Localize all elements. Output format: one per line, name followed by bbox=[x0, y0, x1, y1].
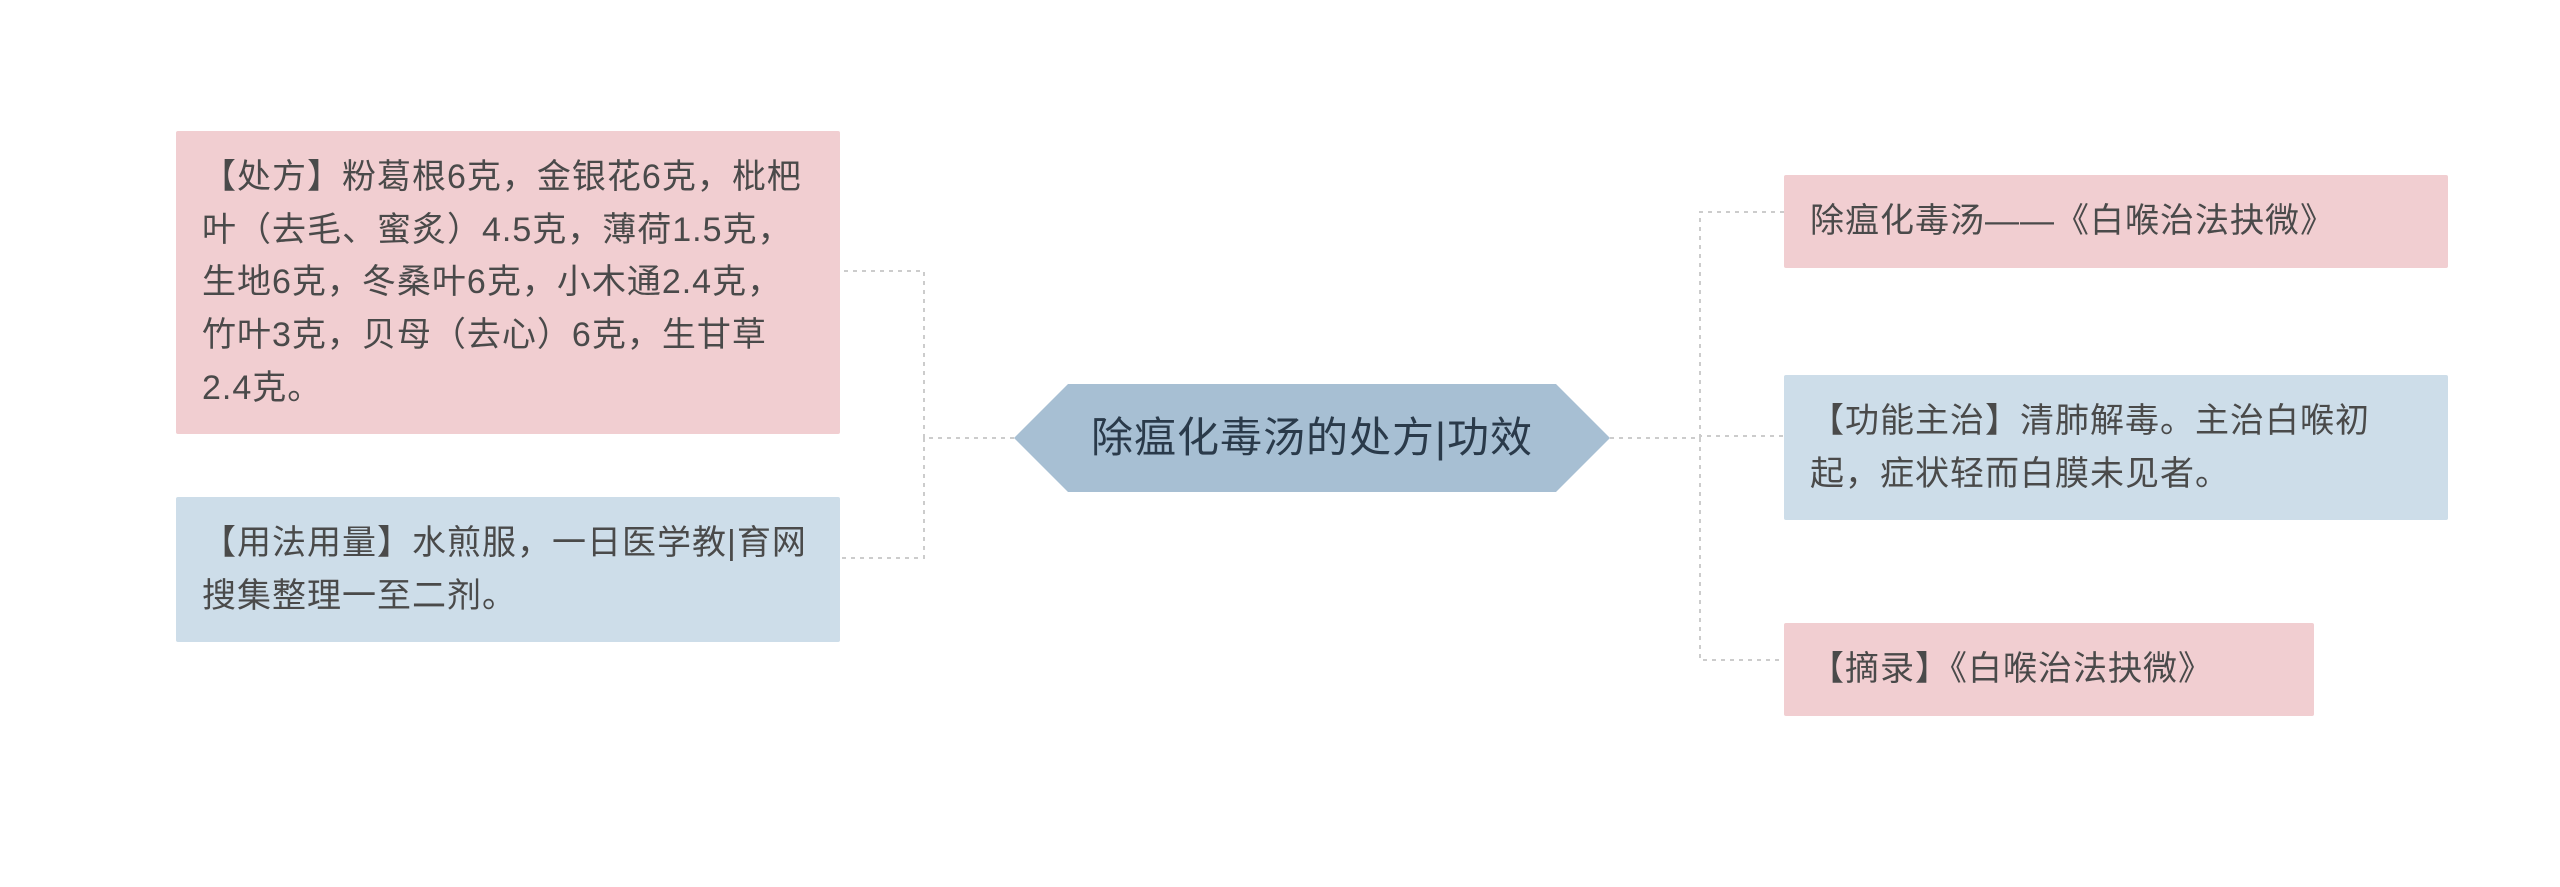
left-node-prescription-text: 【处方】粉葛根6克，金银花6克，枇杷叶（去毛、蜜炙）4.5克，薄荷1.5克，生地… bbox=[202, 158, 802, 407]
center-node: 除瘟化毒汤的处方|功效 bbox=[1014, 384, 1610, 492]
right-node-excerpt: 【摘录】《白喉治法抉微》 bbox=[1784, 623, 2314, 716]
left-node-usage: 【用法用量】水煎服，一日医学教|育网搜集整理一至二剂。 bbox=[176, 497, 840, 642]
right-node-excerpt-text: 【摘录】《白喉治法抉微》 bbox=[1810, 650, 2213, 688]
center-text: 除瘟化毒汤的处方|功效 bbox=[1091, 405, 1533, 470]
right-node-function: 【功能主治】清肺解毒。主治白喉初起，症状轻而白膜未见者。 bbox=[1784, 375, 2448, 520]
right-node-source: 除瘟化毒汤——《白喉治法抉微》 bbox=[1784, 175, 2448, 268]
left-node-usage-text: 【用法用量】水煎服，一日医学教|育网搜集整理一至二剂。 bbox=[202, 524, 807, 615]
right-node-source-text: 除瘟化毒汤——《白喉治法抉微》 bbox=[1810, 202, 2335, 240]
left-node-prescription: 【处方】粉葛根6克，金银花6克，枇杷叶（去毛、蜜炙）4.5克，薄荷1.5克，生地… bbox=[176, 131, 840, 434]
right-node-function-text: 【功能主治】清肺解毒。主治白喉初起，症状轻而白膜未见者。 bbox=[1810, 402, 2370, 493]
